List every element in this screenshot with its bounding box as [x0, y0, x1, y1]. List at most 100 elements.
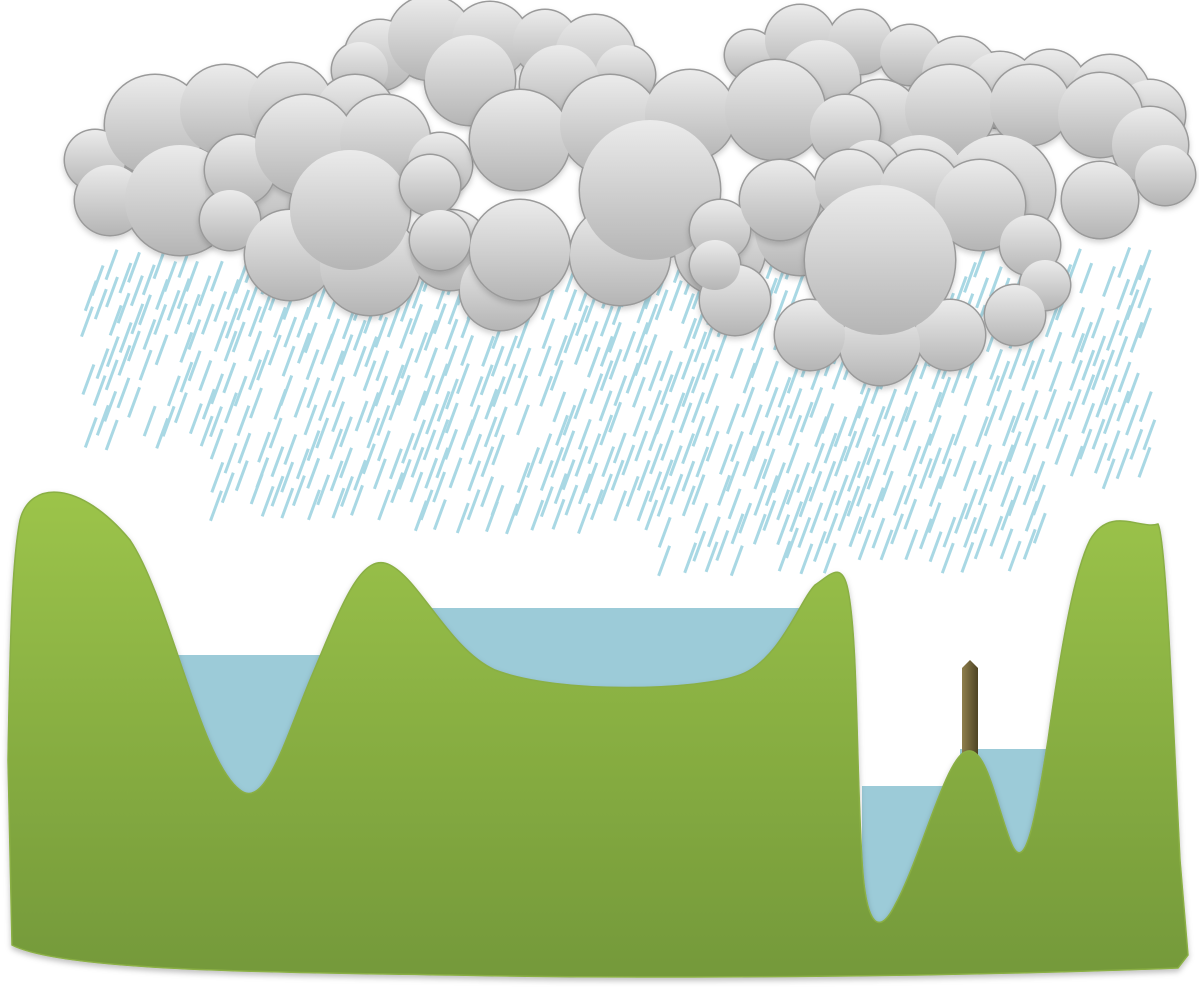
rain-streak	[555, 414, 569, 446]
rain-streak	[1090, 307, 1105, 339]
rain-streak	[138, 294, 152, 326]
cloud-puff	[580, 120, 720, 260]
rain-streak	[1138, 307, 1153, 339]
rain-streak	[1081, 402, 1096, 434]
rain-streak	[613, 375, 628, 407]
rain-streak	[237, 432, 252, 464]
rain-streak	[197, 275, 212, 307]
rain-streak	[466, 489, 481, 521]
rain-streak	[154, 334, 169, 366]
rain-streak	[305, 349, 320, 381]
rain-streak	[81, 363, 96, 396]
rain-streak	[608, 401, 623, 433]
rain-streak	[904, 364, 918, 396]
rain-streak	[226, 278, 240, 311]
rain-streak	[668, 280, 683, 312]
rain-streak	[811, 442, 825, 474]
rain-streak	[306, 430, 321, 462]
rain-streak	[362, 360, 377, 392]
rain-streak	[166, 289, 181, 321]
rain-streak	[200, 303, 215, 335]
rain-streak	[153, 303, 168, 336]
cloud-puff	[725, 60, 825, 160]
rain-streak	[820, 402, 835, 435]
rain-streak	[857, 503, 872, 535]
rain-streak	[761, 448, 776, 480]
rain-streak	[834, 474, 849, 506]
rain-streak	[315, 417, 330, 449]
rain-streak	[610, 459, 625, 491]
rain-streak	[83, 416, 98, 449]
rain-streak	[1021, 360, 1036, 392]
rain-streak	[445, 378, 459, 410]
rain-streak	[1045, 418, 1060, 450]
rain-streak	[365, 391, 380, 424]
rain-streak	[434, 363, 449, 395]
rain-streak	[260, 485, 275, 517]
rain-streak	[563, 289, 578, 321]
rain-streak	[537, 345, 552, 377]
rain-streak	[589, 373, 604, 405]
cloud-puff	[690, 240, 740, 290]
rain-streak	[155, 278, 169, 311]
rain-streak	[790, 274, 805, 307]
rain-streak	[541, 318, 556, 350]
rain-streak	[414, 331, 429, 364]
rain-streak	[236, 289, 251, 321]
rain-streak	[1024, 415, 1039, 447]
rain-streak	[882, 444, 897, 476]
rain-streak	[774, 289, 789, 322]
rain-streak	[388, 389, 403, 421]
rain-streak	[447, 293, 462, 325]
rain-streak	[293, 386, 308, 418]
rain-streak	[833, 416, 848, 448]
rain-streak	[248, 330, 263, 362]
rain-streak	[636, 459, 651, 491]
rain-streak	[361, 443, 376, 475]
rain-streak	[198, 359, 213, 392]
rain-streak	[598, 390, 613, 422]
rain-streak	[691, 391, 705, 424]
rain-streak	[883, 388, 898, 420]
rain-streak	[209, 490, 223, 522]
rain-streak	[690, 362, 705, 394]
rain-streak	[561, 459, 576, 491]
cloud-puff	[410, 210, 470, 270]
rain-streak	[963, 375, 978, 407]
rain-streak	[213, 320, 228, 352]
rain-streak	[648, 471, 663, 503]
cloud-puff	[470, 90, 570, 190]
rain-streak	[975, 277, 990, 309]
rain-streak	[668, 445, 683, 477]
rain-streak	[256, 349, 271, 381]
rain-streak	[584, 462, 599, 494]
rain-streak	[1079, 262, 1094, 294]
rain-streak	[303, 322, 318, 354]
rain-streak	[224, 392, 238, 424]
rain-streak	[599, 414, 614, 446]
rain-streak	[234, 460, 249, 492]
rain-streak	[116, 377, 131, 409]
cloud-puff	[805, 185, 955, 335]
rain-streak	[1078, 428, 1093, 460]
rain-streak	[799, 543, 814, 575]
rain-streak	[318, 390, 332, 422]
rain-streak	[514, 375, 529, 407]
rain-streak	[973, 528, 988, 560]
rain-streak	[231, 321, 246, 353]
rain-streak	[1104, 374, 1118, 406]
rain-streak	[1137, 446, 1152, 478]
rain-streak	[718, 443, 733, 475]
rain-streak	[643, 333, 658, 366]
rain-streak	[410, 446, 425, 478]
rain-streak	[142, 405, 157, 437]
rain-streak	[750, 430, 765, 462]
rain-streak	[1024, 500, 1039, 532]
rain-streak	[539, 459, 554, 492]
rain-streak	[776, 404, 791, 436]
rain-streak	[1114, 335, 1129, 367]
rain-streak	[989, 515, 1004, 547]
rain-streak	[83, 280, 98, 312]
rain-streak	[730, 513, 745, 545]
rain-streak	[413, 500, 428, 532]
